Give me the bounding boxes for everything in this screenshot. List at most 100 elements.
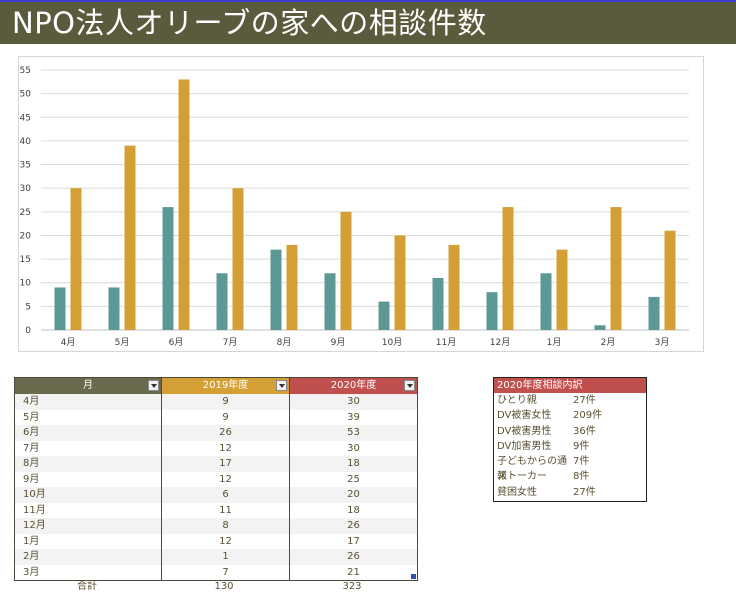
header-2019-label: 2019年度	[202, 380, 249, 391]
breakdown-category: DV被害男性	[497, 425, 552, 437]
cell-month[interactable]: 5月	[23, 411, 40, 423]
table-row[interactable]: 11月 11 18	[15, 502, 417, 518]
breakdown-category: ひとり親	[497, 395, 537, 406]
y-tick-label: 10	[20, 279, 32, 289]
cell-2019[interactable]: 6	[161, 487, 289, 503]
bar-2019	[378, 301, 390, 330]
table-row[interactable]: 2月 1 26	[15, 549, 417, 565]
cell-month[interactable]: 3月	[23, 566, 40, 578]
table-row[interactable]: 12月 8 26	[15, 518, 417, 534]
table-row[interactable]: 4月 9 30	[15, 394, 417, 410]
x-tick-label: 3月	[655, 337, 670, 348]
y-tick-label: 5	[25, 302, 31, 312]
cell-2019[interactable]: 17	[161, 456, 289, 472]
breakdown-category: DV加害男性	[497, 440, 552, 452]
y-tick-label: 25	[20, 208, 31, 218]
cell-2020[interactable]: 39	[289, 409, 417, 425]
cell-month[interactable]: 4月	[23, 396, 40, 407]
breakdown-row: DV加害男性 9件	[494, 439, 646, 454]
bar-2019	[432, 278, 444, 330]
cell-month[interactable]: 10月	[23, 489, 46, 500]
bar-2020	[448, 244, 460, 330]
table-row[interactable]: 1月 12 17	[15, 533, 417, 549]
y-tick-label: 55	[20, 66, 31, 76]
cell-2020[interactable]: 30	[289, 440, 417, 456]
y-tick-label: 15	[20, 255, 31, 265]
bar-2019	[270, 249, 282, 330]
cell-month[interactable]: 12月	[23, 520, 46, 531]
breakdown-count: 8件	[573, 471, 590, 483]
table-row[interactable]: 7月 12 30	[15, 440, 417, 456]
cell-2019[interactable]: 11	[161, 502, 289, 518]
table-resize-handle[interactable]	[411, 574, 416, 579]
bar-2020	[556, 249, 568, 330]
cell-2020[interactable]: 17	[289, 533, 417, 549]
cell-2020[interactable]: 53	[289, 425, 417, 441]
bar-2019	[324, 273, 336, 330]
x-tick-label: 8月	[277, 337, 292, 348]
table-body: 4月 9 30 5月 9 39 6月 26 53 7月 12 30 8月 17 18 9月 12 25 10月 6 20…	[15, 394, 417, 580]
cell-2019[interactable]: 12	[161, 533, 289, 549]
header-month-label: 月	[83, 380, 93, 391]
cell-2019[interactable]: 8	[161, 518, 289, 534]
bar-2019	[648, 296, 660, 330]
x-tick-label: 11月	[436, 337, 456, 348]
breakdown-count: 27件	[573, 486, 596, 498]
table-row[interactable]: 3月 7 21	[15, 564, 417, 580]
cell-2019[interactable]: 26	[161, 425, 289, 441]
table-row[interactable]: 6月 26 53	[15, 425, 417, 441]
bar-2020	[232, 188, 244, 330]
dropdown-arrow-icon[interactable]	[276, 380, 287, 391]
cell-2019[interactable]: 9	[161, 394, 289, 410]
footer-total-label: 合計	[77, 581, 97, 592]
breakdown-body: ひとり親 27件 DV被害女性 209件 DV被害男性 36件 DV加害男性 9件 子どもからの…	[494, 393, 646, 500]
cell-2020[interactable]: 21	[289, 564, 417, 580]
cell-2019[interactable]: 1	[161, 549, 289, 565]
table-row[interactable]: 5月 9 39	[15, 409, 417, 425]
table-row[interactable]: 10月 6 20	[15, 487, 417, 503]
bar-2019	[594, 325, 606, 330]
cell-2020[interactable]: 26	[289, 549, 417, 565]
header-2019: 2019年度	[161, 378, 289, 394]
dropdown-arrow-icon[interactable]	[404, 380, 415, 391]
cell-month[interactable]: 11月	[23, 504, 46, 516]
breakdown-row: 子どもからの通報 7件	[494, 454, 646, 483]
cell-2020[interactable]: 18	[289, 456, 417, 472]
cell-2020[interactable]: 18	[289, 502, 417, 518]
cell-month[interactable]: 7月	[23, 442, 40, 454]
cell-month[interactable]: 9月	[23, 473, 40, 485]
cell-2020[interactable]: 20	[289, 487, 417, 503]
bar-chart[interactable]: 0 5 10 15 20 25 30 35 40 45 50 55 4月 5月 6月 7月 8月 9月 10月 11月…	[18, 56, 704, 352]
cell-2020[interactable]: 25	[289, 471, 417, 487]
cell-2020[interactable]: 30	[289, 394, 417, 410]
x-tick-label: 1月	[547, 337, 562, 348]
cell-2019[interactable]: 9	[161, 409, 289, 425]
cell-month[interactable]: 1月	[23, 535, 40, 547]
bar-2020	[664, 230, 676, 330]
x-tick-label: 9月	[331, 337, 346, 348]
table-row[interactable]: 8月 17 18	[15, 456, 417, 472]
breakdown-row: DV被害女性 209件	[494, 408, 646, 423]
footer-total-2020: 323	[342, 581, 362, 592]
cell-month[interactable]: 2月	[23, 551, 40, 562]
x-tick-label: 7月	[223, 337, 238, 348]
breakdown-row: 貧困女性 27件	[494, 485, 646, 500]
breakdown-category: DV被害女性	[497, 410, 552, 422]
cell-2019[interactable]: 12	[161, 471, 289, 487]
breakdown-category: 子どもからの通報	[497, 456, 567, 483]
bar-2019	[486, 292, 498, 330]
bar-2020	[394, 235, 406, 330]
bar-2019	[108, 287, 120, 330]
bar-2020	[340, 211, 352, 330]
breakdown-count: 9件	[573, 440, 590, 452]
breakdown-row: DV被害男性 36件	[494, 424, 646, 439]
cell-2020[interactable]: 26	[289, 518, 417, 534]
cell-2019[interactable]: 7	[161, 564, 289, 580]
cell-month[interactable]: 6月	[23, 427, 40, 438]
cell-month[interactable]: 8月	[23, 458, 40, 469]
dropdown-arrow-icon[interactable]	[148, 380, 159, 391]
cell-2019[interactable]: 12	[161, 440, 289, 456]
breakdown-category: 貧困女性	[497, 486, 537, 498]
breakdown-title: 2020年度相談内訳	[494, 378, 646, 393]
table-row[interactable]: 9月 12 25	[15, 471, 417, 487]
